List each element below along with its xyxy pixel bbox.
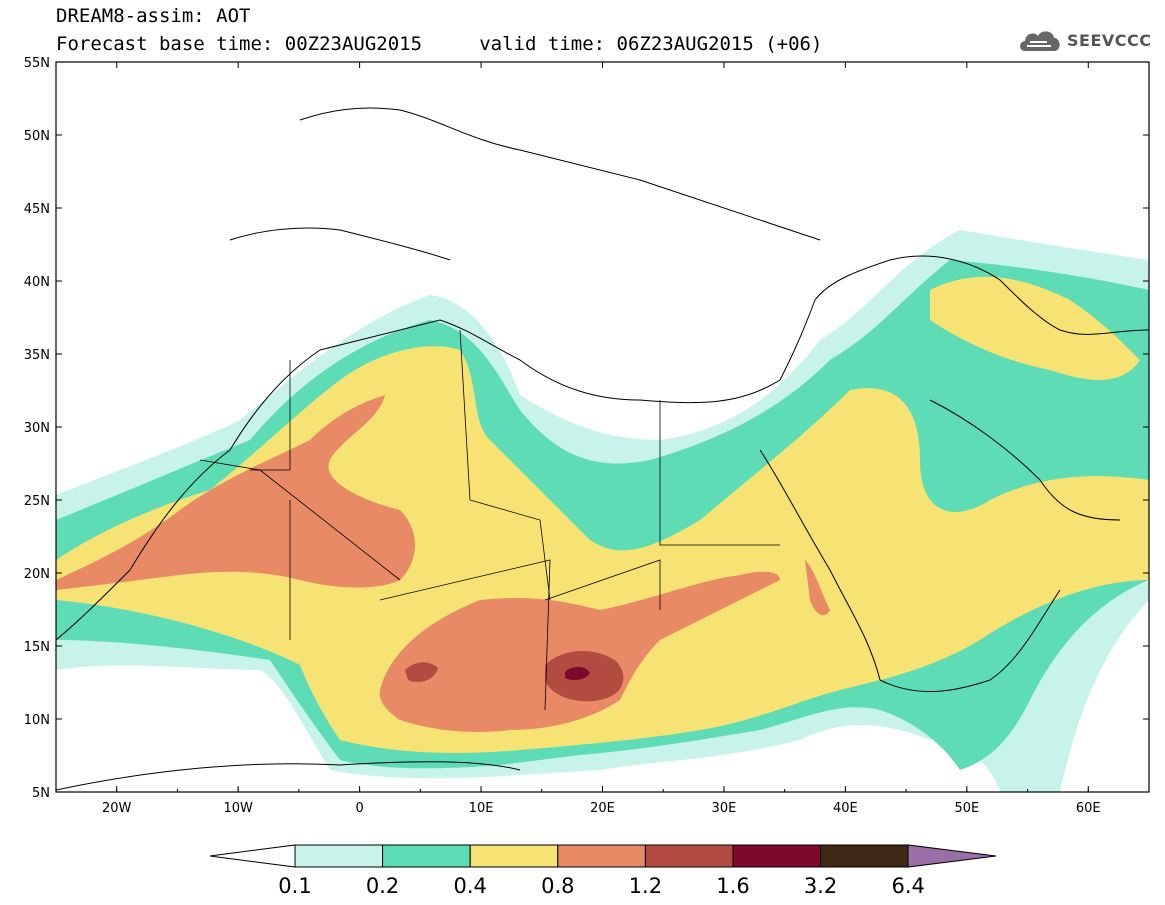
forecast-times: Forecast base time: 00Z23AUG2015 valid t… [56, 33, 823, 55]
colorbar-box [469, 844, 559, 868]
latitude-labels: 55N 50N 45N 40N 35N 30N 25N 20N 15N 10N 5N [24, 56, 50, 801]
aot-contour-1.6 [565, 666, 590, 681]
colorbar-label: 1.2 [629, 874, 662, 898]
lon-label: 20E [590, 801, 615, 816]
map-title: DREAM8-assim: AOT [56, 5, 251, 27]
lon-label: 20W [102, 801, 132, 816]
colorbar-label: 3.2 [804, 874, 837, 898]
lat-label: 5N [32, 786, 50, 801]
lat-label: 25N [24, 494, 50, 509]
country-borders [199, 329, 780, 711]
colorbar-label: 0.1 [278, 874, 311, 898]
colorbar-box [644, 844, 734, 868]
colorbar-box [557, 844, 646, 868]
aot-contour-0.8-red-sea [805, 560, 830, 616]
colorbar-box [294, 844, 384, 868]
lat-label: 45N [24, 202, 50, 217]
colorbar-box [820, 844, 909, 868]
colorbar-arrow-low [209, 844, 296, 868]
lon-label: 40E [833, 801, 858, 816]
lon-label: 10W [223, 801, 253, 816]
colorbar-arrow-high [907, 844, 997, 868]
lon-label: 50E [954, 801, 979, 816]
lat-label: 10N [24, 713, 50, 728]
colorbar-label: 1.6 [716, 874, 749, 898]
colorbar-label: 0.4 [453, 874, 486, 898]
lat-label: 20N [24, 567, 50, 582]
lat-label: 15N [24, 640, 50, 655]
colorbar-label: 0.2 [366, 874, 399, 898]
colorbar: 0.1 0.2 0.4 0.8 1.2 1.6 3.2 6.4 [209, 844, 997, 898]
seevccc-logo: SEEVCCC [1017, 25, 1152, 55]
lat-label: 35N [24, 348, 50, 363]
lon-label: 0 [355, 801, 363, 816]
lon-label: 30E [712, 801, 737, 816]
lat-label: 50N [24, 129, 50, 144]
axis-ticks [55, 61, 1150, 793]
lat-label: 30N [24, 421, 50, 436]
logo-text: SEEVCCC [1067, 30, 1152, 50]
coastlines [56, 107, 1149, 791]
colorbar-label: 0.8 [541, 874, 574, 898]
lat-label: 55N [24, 56, 50, 71]
aot-contour-0.8 [56, 395, 415, 590]
lon-label: 60E [1076, 801, 1101, 816]
cloud-icon [1020, 31, 1060, 51]
colorbar-box [732, 844, 822, 868]
colorbar-box [382, 844, 471, 868]
aot-contour-0.4-caspian [930, 276, 1140, 380]
aot-contours [56, 107, 1149, 792]
longitude-labels: 20W 10W 0 10E 20E 30E 40E 50E 60E [102, 801, 1101, 816]
aot-contour-1.2-west [405, 662, 438, 682]
lon-label: 10E [469, 801, 494, 816]
lat-label: 40N [24, 275, 50, 290]
colorbar-label: 6.4 [891, 874, 924, 898]
